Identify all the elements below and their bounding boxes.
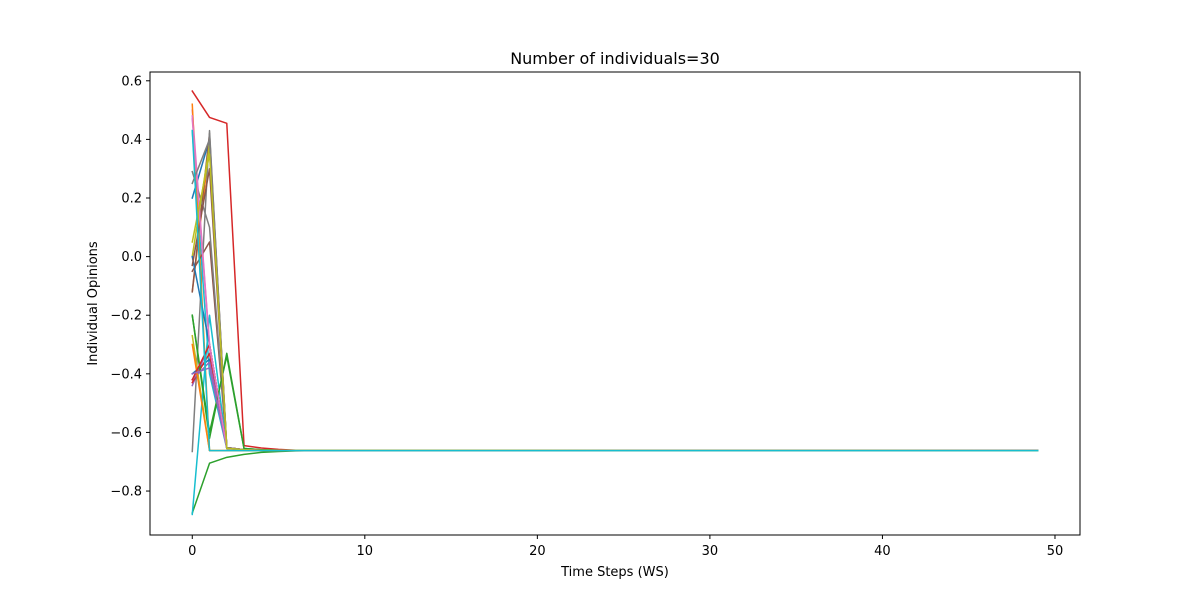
- chart-title: Number of individuals=30: [510, 49, 720, 68]
- y-tick-label: 0.4: [121, 133, 142, 148]
- x-tick-label: 50: [1047, 544, 1064, 559]
- x-tick-label: 20: [529, 544, 546, 559]
- x-tick-label: 10: [357, 544, 374, 559]
- y-tick-label: 0.0: [121, 250, 142, 265]
- x-tick-label: 30: [702, 544, 719, 559]
- y-tick-label: 0.6: [121, 74, 142, 89]
- x-axis-title: Time Steps (WS): [560, 565, 669, 580]
- y-tick-label: −0.8: [110, 485, 142, 500]
- plot-frame: [149, 71, 1081, 536]
- y-tick-label: −0.2: [110, 309, 142, 324]
- x-tick-label: 0: [188, 544, 196, 559]
- y-tick-label: 0.2: [121, 192, 142, 207]
- y-tick-label: −0.4: [110, 367, 142, 382]
- series-line-30: [191, 129, 1039, 452]
- x-tick-label: 40: [874, 544, 891, 559]
- y-axis-title: Individual Opinions: [86, 241, 101, 366]
- y-axis: −0.8 −0.6 −0.4 −0.2 0.0 0.2 0.4 0.6: [110, 74, 150, 500]
- y-tick-label: −0.6: [110, 426, 142, 441]
- x-axis: 0 10 20 30 40 50: [188, 535, 1063, 559]
- series-layer: [191, 90, 1039, 516]
